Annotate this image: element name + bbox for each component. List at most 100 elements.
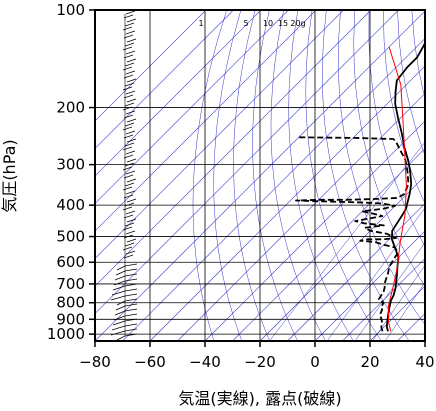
wind-barb xyxy=(124,62,135,67)
isotherm-line xyxy=(122,38,425,341)
x-axis: −80 −60 −40 −20 0 20 40 xyxy=(79,341,435,371)
wind-barb xyxy=(124,122,135,127)
wind-barb xyxy=(125,190,136,195)
wind-barb xyxy=(122,26,133,31)
x-tick-label: −40 xyxy=(189,353,221,371)
wind-barb xyxy=(122,106,133,111)
isotherm-line xyxy=(287,203,425,341)
wind-barb xyxy=(125,210,136,215)
wind-barb xyxy=(123,234,134,239)
wind-barb xyxy=(124,102,135,107)
wind-barb xyxy=(126,198,137,203)
wind-barb xyxy=(123,154,134,159)
wind-barb xyxy=(114,310,126,316)
wind-barb xyxy=(122,166,133,171)
wind-barb xyxy=(123,114,134,119)
wind-barb xyxy=(111,290,126,296)
y-tick-label: 600 xyxy=(56,253,85,271)
dry-adiabat-line xyxy=(270,10,326,341)
dry-adiabat-line xyxy=(338,10,425,326)
wind-barb xyxy=(125,90,136,95)
wind-barb xyxy=(126,38,137,43)
wind-barbs xyxy=(110,10,138,341)
dry-adiabat-line xyxy=(192,10,227,341)
wind-barb xyxy=(126,138,137,143)
wind-barb xyxy=(126,98,137,103)
wind-barb xyxy=(125,30,136,35)
wind-barb xyxy=(123,74,134,79)
isotherm-line xyxy=(95,10,344,259)
wind-barb xyxy=(124,298,138,302)
y-tick-label: 1000 xyxy=(47,325,85,343)
dry-adiabat-line xyxy=(288,10,354,341)
wind-barb xyxy=(122,86,133,91)
temperature-line xyxy=(385,40,425,332)
wind-barb xyxy=(124,308,138,312)
wind-barb xyxy=(124,333,138,337)
wind-barb xyxy=(114,275,126,281)
y-tick-label: 700 xyxy=(56,275,85,293)
y-tick-label: 300 xyxy=(56,156,85,174)
wind-barb xyxy=(116,300,126,306)
dry-adiabat-line xyxy=(213,10,243,341)
wind-barb xyxy=(125,50,136,55)
wind-barb xyxy=(125,130,136,135)
y-tick-label: 800 xyxy=(56,294,85,312)
x-tick-label: 20 xyxy=(360,353,379,371)
dry-adiabat-line xyxy=(322,10,410,341)
wind-barb xyxy=(123,174,134,179)
wind-barb xyxy=(122,186,133,191)
wind-barb xyxy=(125,10,136,15)
isotherm-line xyxy=(95,10,425,341)
wind-barb xyxy=(113,315,126,321)
mixing-ratio-label: 15 xyxy=(278,19,288,28)
wind-barb xyxy=(124,328,138,332)
wind-barb xyxy=(122,206,133,211)
wind-barb xyxy=(126,78,137,83)
wind-barb xyxy=(126,158,137,163)
x-axis-label: 気温(実線), 露点(破線) xyxy=(178,389,341,408)
mixing-ratio-line xyxy=(326,207,425,341)
wind-barb xyxy=(124,162,135,167)
wind-barb xyxy=(123,14,134,19)
y-tick-label: 900 xyxy=(56,310,85,328)
x-tick-label: −60 xyxy=(134,353,166,371)
wind-barb xyxy=(125,250,136,255)
wind-barb xyxy=(124,273,138,277)
isotherm-line xyxy=(95,10,399,314)
wind-barb xyxy=(123,54,134,59)
wind-barb xyxy=(126,18,137,23)
dry-adiabat-line xyxy=(305,10,382,341)
parcel-line xyxy=(387,46,407,332)
dry-adiabat-line xyxy=(383,10,425,204)
wind-barb xyxy=(123,214,134,219)
mixing-ratio-line xyxy=(384,282,425,341)
wind-barb xyxy=(115,305,126,311)
gridlines xyxy=(95,10,425,341)
wind-barb xyxy=(124,323,138,327)
wind-barb xyxy=(122,126,133,131)
wind-barb xyxy=(124,278,138,282)
wind-barb xyxy=(124,318,138,322)
isotherm-line xyxy=(95,10,207,122)
wind-barb xyxy=(122,66,133,71)
wind-barb xyxy=(124,303,138,307)
wind-barb xyxy=(111,325,126,331)
wind-barb xyxy=(124,263,138,267)
mixing-ratio-label: 20g xyxy=(290,19,305,28)
wind-barb xyxy=(123,94,134,99)
wind-barb xyxy=(123,134,134,139)
wind-barb xyxy=(124,283,138,287)
wind-barb xyxy=(124,82,135,87)
y-axis-label: 気圧(hPa) xyxy=(0,139,19,212)
dry-adiabat-line xyxy=(426,10,436,341)
wind-barb xyxy=(124,42,135,47)
isotherm-line xyxy=(95,10,372,287)
wind-barb xyxy=(112,320,126,326)
wind-barb xyxy=(115,270,126,276)
dry-adiabat-line xyxy=(397,10,425,157)
wind-barb xyxy=(125,150,136,155)
wind-barb xyxy=(126,118,137,123)
wind-barb xyxy=(126,218,137,223)
